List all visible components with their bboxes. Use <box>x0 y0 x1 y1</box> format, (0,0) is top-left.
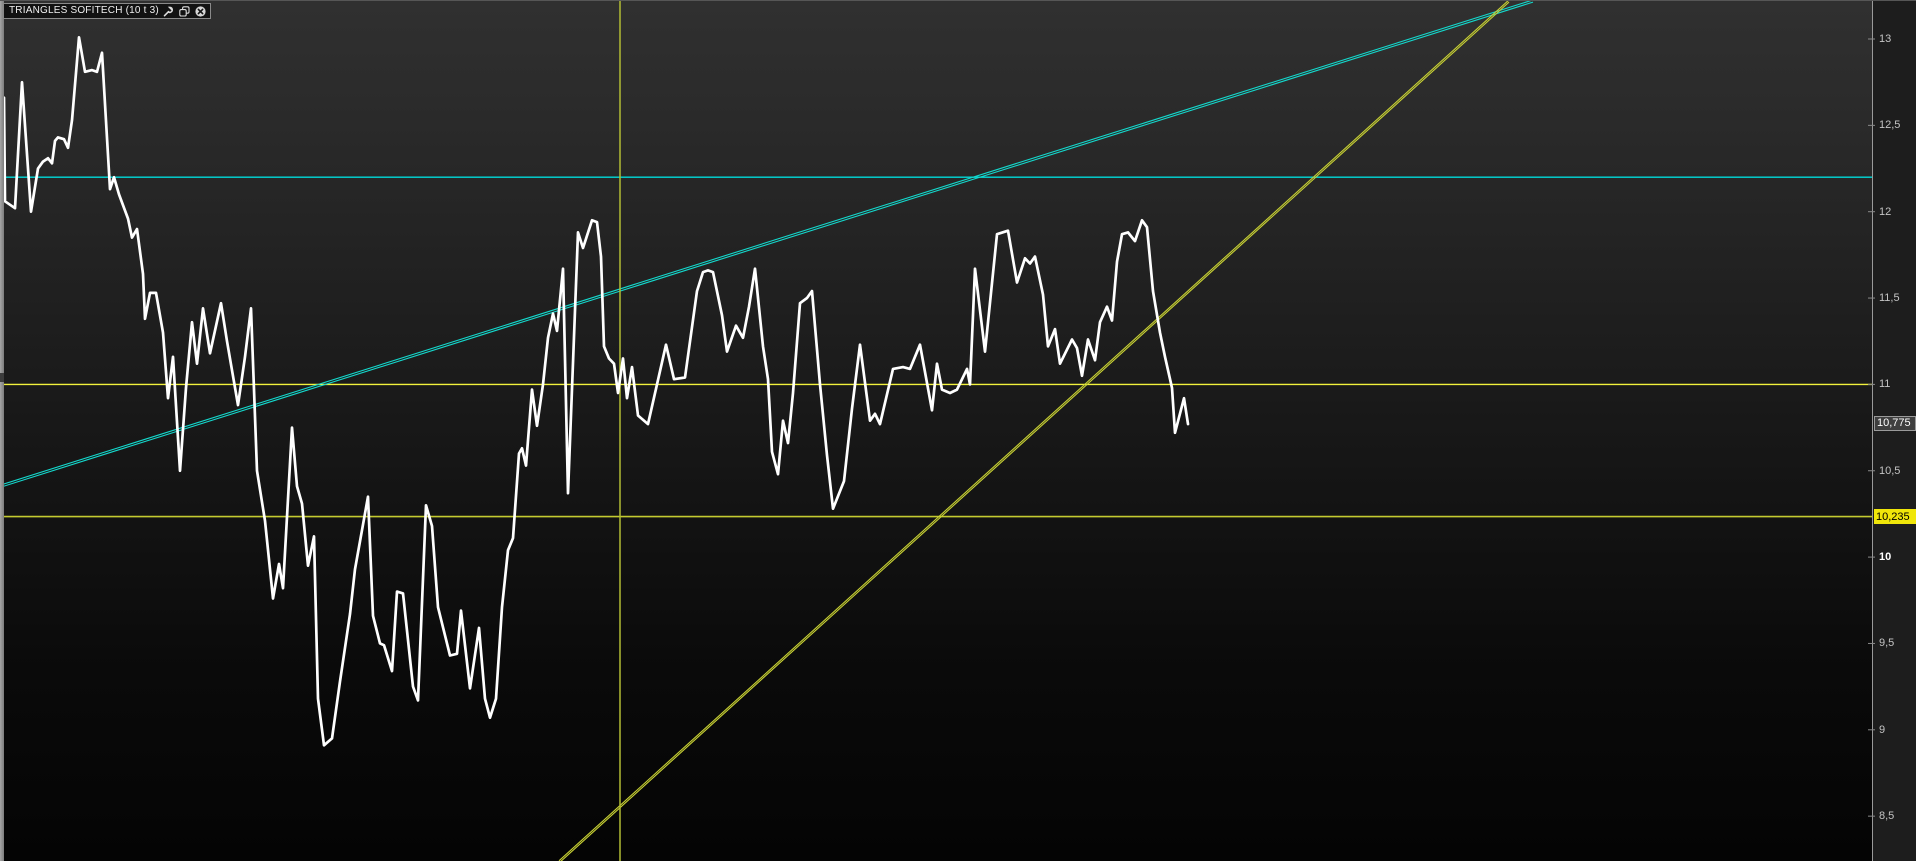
level-price-label: 10,235 <box>1874 509 1916 524</box>
left-panel-splitter[interactable] <box>0 1 4 861</box>
price-series-line <box>0 35 1190 747</box>
y-axis-gutter[interactable] <box>1873 1 1916 861</box>
duplicate-window-icon[interactable] <box>179 5 191 17</box>
teal-ascending-trendline[interactable] <box>0 1 1533 486</box>
y-tick-label-9: 9 <box>1879 723 1886 736</box>
yellow-ascending-trendline[interactable] <box>558 1 1509 861</box>
y-tick-label-10_5: 10,5 <box>1879 464 1901 477</box>
y-tick-label-13: 13 <box>1879 33 1892 45</box>
y-tick-label-12: 12 <box>1879 205 1892 218</box>
y-tick-label-11_5: 11,5 <box>1879 292 1900 305</box>
y-tick-label-11: 11 <box>1879 378 1891 391</box>
level-price-value: 10,235 <box>1876 510 1910 523</box>
chart-title-box[interactable]: TRIANGLES SOFITECH (10 t 3) <box>3 3 211 19</box>
price-line-series <box>0 35 1190 747</box>
splitter-grip[interactable] <box>0 373 4 382</box>
last-price-value: 10,775 <box>1877 417 1911 430</box>
y-tick-label-12_5: 12,5 <box>1879 119 1901 132</box>
y-tick-label-9_5: 9,5 <box>1879 637 1895 650</box>
last-price-label: 10,775 <box>1874 415 1916 431</box>
y-tick-label-10: 10 <box>1879 551 1892 564</box>
close-icon[interactable] <box>195 5 207 17</box>
trendlines-layer[interactable] <box>0 1 1872 861</box>
y-axis-tick-marks <box>1868 38 1875 817</box>
yellow-ascending-trendline[interactable] <box>559 1 1510 861</box>
teal-ascending-trendline[interactable] <box>0 1 1534 488</box>
chart-title: TRIANGLES SOFITECH (10 t 3) <box>9 5 159 16</box>
y-tick-label-8_5: 8,5 <box>1879 810 1895 823</box>
wrench-icon[interactable] <box>163 5 175 17</box>
